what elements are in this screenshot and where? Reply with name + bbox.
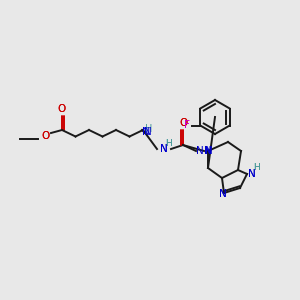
Text: N: N <box>204 146 212 156</box>
Text: N: N <box>144 127 152 137</box>
Text: H: H <box>145 124 153 134</box>
Text: N: N <box>219 189 227 199</box>
Text: H: H <box>166 140 172 148</box>
Text: N: N <box>248 169 256 179</box>
Text: N: N <box>142 127 150 137</box>
Text: H: H <box>166 140 172 148</box>
Text: N: N <box>205 146 213 156</box>
Text: O: O <box>58 104 66 114</box>
Text: O: O <box>179 118 187 128</box>
Text: H: H <box>254 164 260 172</box>
Text: N: N <box>204 146 212 156</box>
Text: N: N <box>196 146 204 156</box>
Text: N: N <box>219 189 227 199</box>
Text: F: F <box>184 121 190 130</box>
Text: H: H <box>254 164 260 172</box>
Text: O: O <box>41 131 49 141</box>
Text: N: N <box>248 169 256 179</box>
Text: N: N <box>160 144 168 154</box>
Text: O: O <box>41 131 49 141</box>
Text: O: O <box>179 118 187 128</box>
Text: F: F <box>184 121 190 130</box>
Text: O: O <box>58 104 66 114</box>
Text: N: N <box>160 144 168 154</box>
